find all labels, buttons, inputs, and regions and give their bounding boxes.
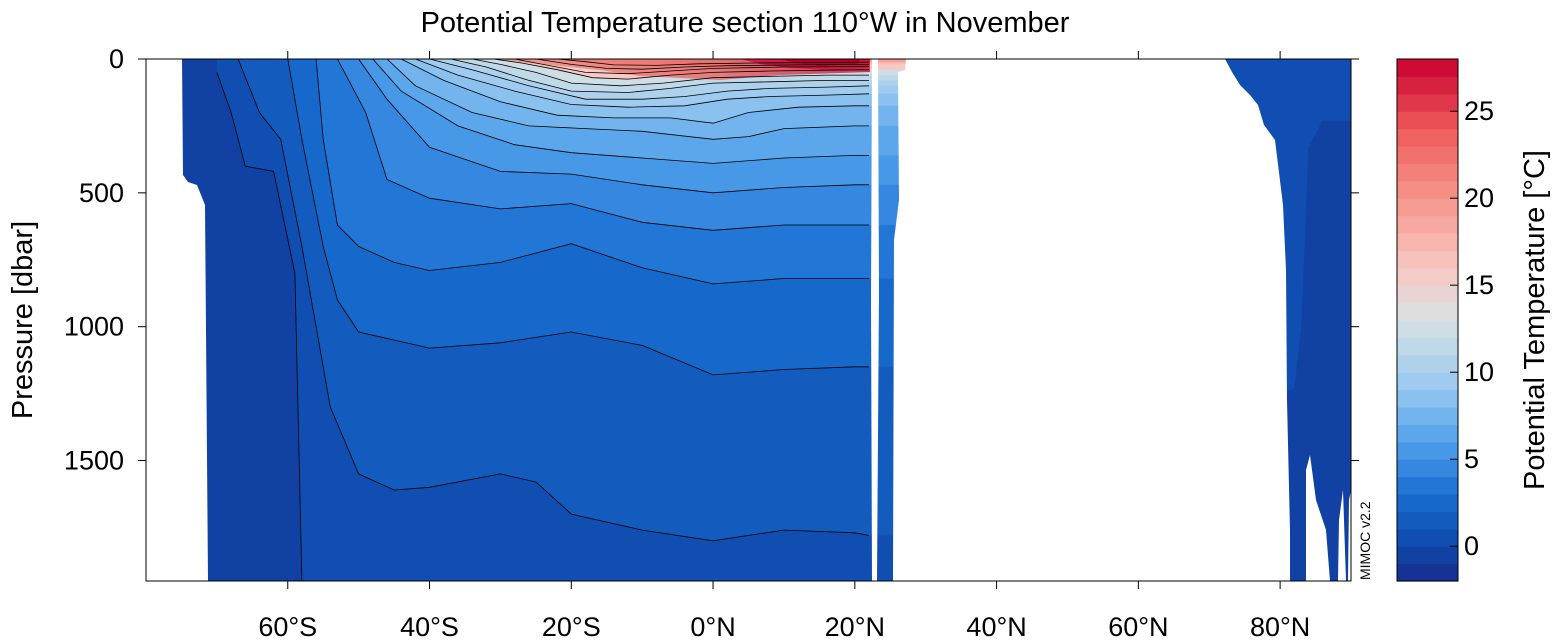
colorbar-tick-label: 25 <box>1464 96 1494 126</box>
no-data-north-land <box>893 59 1290 581</box>
colorbar-swatch <box>1397 563 1458 582</box>
colorbar-swatch <box>1397 372 1458 391</box>
colorbar-frame <box>1396 58 1459 582</box>
colorbar-swatch <box>1397 163 1458 182</box>
credit-label: MIMOC v2.2 <box>1357 501 1373 580</box>
x-tick-label: 80°N <box>1250 612 1310 642</box>
no-data-arctic-slivers-2 <box>1338 490 1346 581</box>
colorbar-tick-label: 15 <box>1464 270 1494 300</box>
contour-line <box>315 59 869 285</box>
plot-area <box>145 58 1352 582</box>
colorbar-swatch <box>1397 441 1458 460</box>
contour-line <box>472 59 869 87</box>
colorbar-ticks: 0 5 10 15 20 25 <box>1450 96 1494 561</box>
x-axis: 60°S 40°S 20°S 0°N 20°N 40°N 60°N 80°N <box>258 51 1310 642</box>
colorbar-swatch <box>1397 459 1458 478</box>
contour-line <box>429 59 870 100</box>
no-data-coastal-gap <box>871 59 879 581</box>
colorbar-tick-label: 5 <box>1464 444 1479 474</box>
colorbar-swatch <box>1397 424 1458 443</box>
x-tick-label: 60°N <box>1108 612 1168 642</box>
chart-title: Potential Temperature section 110°W in N… <box>421 7 1070 39</box>
colorbar-swatch <box>1397 511 1458 530</box>
y-axis-label: Pressure [dbar] <box>7 221 39 419</box>
colorbar-swatch <box>1397 233 1458 251</box>
colorbar-swatch <box>1397 111 1458 130</box>
no-data-arctic-slivers <box>1306 455 1330 581</box>
x-tick-label: 40°N <box>966 612 1026 642</box>
contour-line <box>386 59 869 140</box>
colorbar-swatch <box>1397 407 1458 425</box>
contour-line <box>401 59 869 124</box>
colorbar-swatch <box>1397 337 1458 356</box>
contour-line <box>216 72 303 581</box>
colorbar-swatch <box>1397 59 1458 77</box>
contour-lines <box>216 59 870 581</box>
colorbar-swatch <box>1397 528 1458 547</box>
colorbar-swatch <box>1397 128 1458 147</box>
colorbar-swatch <box>1397 180 1458 199</box>
colorbar: 0 5 10 15 20 25 Potential Temperature [°C] <box>1396 58 1551 582</box>
x-tick-label: 20°N <box>825 612 885 642</box>
y-tick-label: 0 <box>109 44 124 74</box>
colorbar-tick-label: 10 <box>1464 357 1494 387</box>
x-tick-label: 40°S <box>400 612 459 642</box>
colorbar-swatches <box>1397 59 1458 582</box>
no-data-arctic-slivers-3 <box>1348 490 1351 581</box>
x-tick-label: 20°S <box>542 612 601 642</box>
contour-line <box>415 59 870 108</box>
y-tick-label: 500 <box>79 178 124 208</box>
contour-line <box>358 59 869 194</box>
colorbar-swatch <box>1397 146 1458 164</box>
contour-line <box>337 59 869 231</box>
contour-line <box>535 59 870 70</box>
x-tick-label: 0°N <box>690 612 735 642</box>
contour-line <box>287 59 869 376</box>
colorbar-label: Potential Temperature [°C] <box>1519 150 1551 490</box>
contour-line <box>557 59 870 66</box>
y-axis: 0 500 1000 1500 <box>64 44 1359 476</box>
colorbar-swatch <box>1397 354 1458 373</box>
contour-line <box>372 59 869 164</box>
no-data-antarctic-margin <box>146 59 208 581</box>
colorbar-swatch <box>1397 267 1458 286</box>
colorbar-swatch <box>1397 198 1458 217</box>
colorbar-swatch <box>1397 476 1458 495</box>
colorbar-swatch <box>1397 285 1458 304</box>
colorbar-tick-label: 20 <box>1464 183 1494 213</box>
colorbar-swatch <box>1397 93 1458 112</box>
y-tick-label: 1000 <box>64 312 124 342</box>
contour-line <box>514 59 870 75</box>
colorbar-swatch <box>1397 320 1458 338</box>
colorbar-swatch <box>1397 546 1458 565</box>
colorbar-swatch <box>1397 302 1458 321</box>
colorbar-swatch <box>1397 389 1458 408</box>
contour-line <box>237 59 870 542</box>
contour-line <box>450 59 869 93</box>
y-tick-label: 1500 <box>64 446 124 476</box>
colorbar-swatch <box>1397 250 1458 269</box>
colorbar-swatch <box>1397 494 1458 512</box>
contour-line <box>493 59 870 80</box>
plot-frame <box>145 58 1352 582</box>
colorbar-swatch <box>1397 76 1458 95</box>
colorbar-swatch <box>1397 215 1458 234</box>
colorbar-tick-label: 0 <box>1464 531 1479 561</box>
x-tick-label: 60°S <box>258 612 317 642</box>
